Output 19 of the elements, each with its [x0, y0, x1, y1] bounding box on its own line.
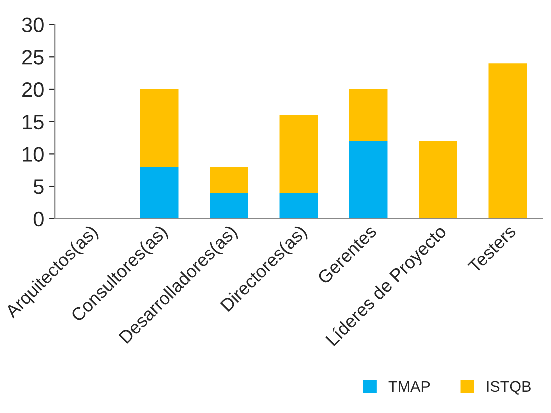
- bar: [349, 141, 388, 219]
- bar: [280, 193, 318, 219]
- bar: [210, 167, 248, 194]
- y-tick-label: 15: [23, 115, 44, 130]
- bar: [140, 89, 179, 168]
- bar: [349, 89, 388, 142]
- y-tick-label: 0: [34, 212, 44, 227]
- y-tick-label: 20: [22, 82, 44, 98]
- bar: [210, 193, 248, 219]
- y-tick-label: 10: [23, 147, 44, 162]
- legend-label: TMAP: [388, 381, 430, 392]
- bar: [280, 115, 318, 194]
- y-tick-label: 30: [22, 18, 44, 33]
- bar: [140, 167, 179, 219]
- y-tick-label: 25: [22, 50, 44, 65]
- y-tick-label: 5: [34, 180, 44, 194]
- bar: [488, 64, 528, 219]
- legend-label: ISTQB: [487, 381, 531, 395]
- bar: [419, 141, 458, 219]
